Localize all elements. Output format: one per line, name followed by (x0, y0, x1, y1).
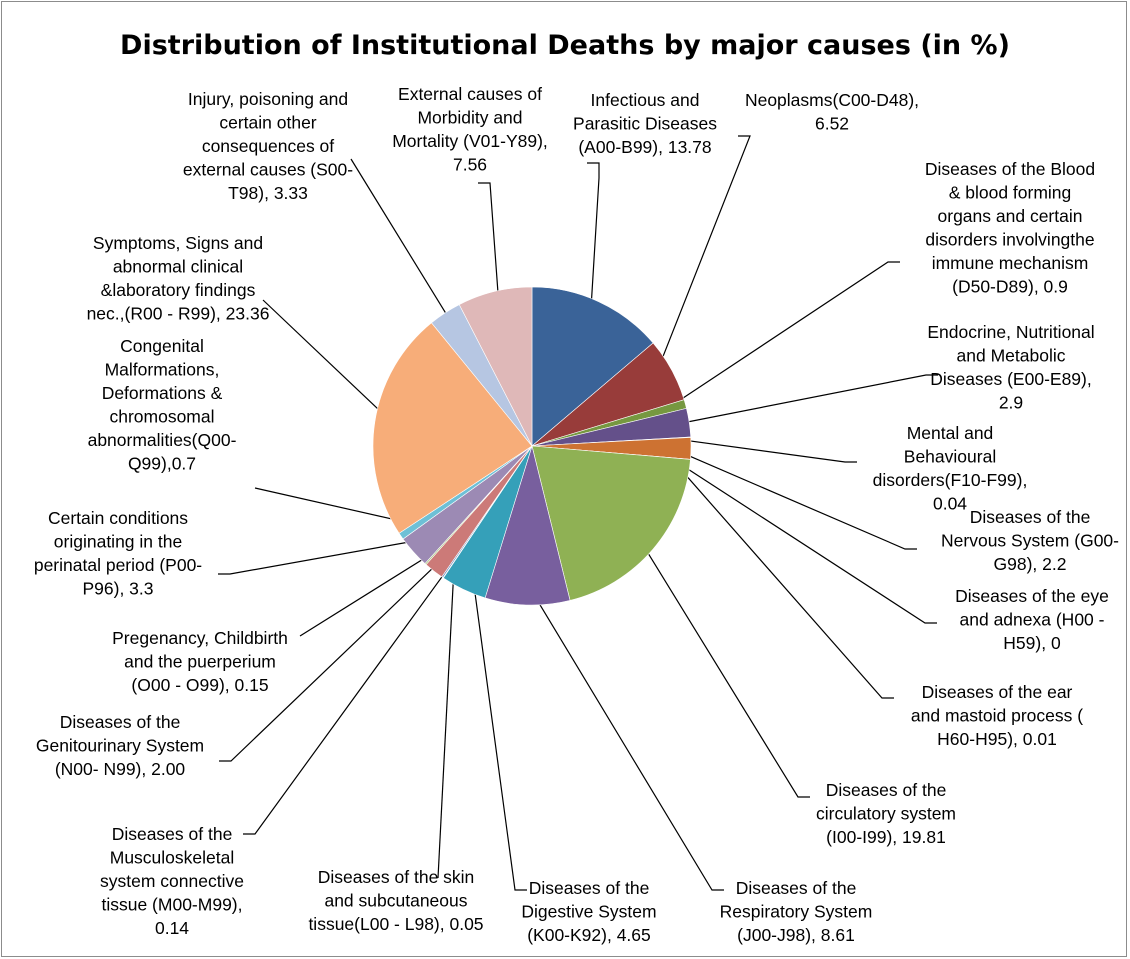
slice-label: Diseases of the skin and subcutaneous tiss… (308, 867, 483, 934)
slice-label: Diseases of the Respiratory System (J00-J9… (720, 878, 873, 945)
leader-line (670, 375, 939, 426)
slice-label: Injury, poisoning and certain other conseq… (183, 89, 353, 203)
leader-line (300, 549, 439, 636)
slice-label: Diseases of the Genitourinary System (N00-… (36, 712, 204, 779)
slice-label: Diseases of the eye and adnexa (H00 -H59)… (955, 586, 1109, 653)
slice-label: Diseases of the Musculoskeletal system con… (100, 824, 244, 938)
slice-label: Pregenancy, Childbirth and the puerperium… (112, 628, 288, 695)
slice-label: Certain conditions originating in the peri… (34, 508, 202, 599)
slice-label: Congenital Malformations, Deformations & ch… (88, 336, 237, 474)
leader-line (438, 561, 454, 878)
slice-label: Diseases of the Blood & blood forming orga… (925, 159, 1095, 297)
leader-line (472, 571, 527, 890)
slice-label: Diseases of the Nervous System (G00-G98),… (941, 507, 1119, 574)
slice-label: Endocrine, Nutritional and Metabolic Disea… (927, 322, 1094, 413)
leader-line (671, 448, 917, 549)
leader-line (671, 438, 857, 462)
slice-label: Diseases of the ear and mastoid process (… (911, 682, 1083, 749)
leader-line (638, 536, 810, 797)
leader-line (263, 300, 395, 425)
leader-line (243, 561, 454, 834)
slice-label: Diseases of the Digestive System (K00-K92)… (521, 878, 656, 945)
leader-line (218, 539, 428, 574)
slice-label: Infectious and Parasitic Diseases (A00-B99… (573, 90, 717, 157)
leader-line (587, 163, 599, 320)
leader-line (528, 585, 724, 890)
slice-label: Diseases of the circulatory system (I00-I9… (816, 780, 956, 847)
slice-label: External causes of Morbidity and Mortality… (392, 84, 548, 175)
slice-label: Neoplasms(C00-D48), 6.52 (745, 90, 919, 134)
leader-line (654, 136, 750, 379)
slice-label: Mental and Behavioural disorders(F10-F99),… (873, 423, 1028, 514)
leader-line (351, 159, 456, 330)
leader-line (671, 458, 895, 698)
slice-label: Symptoms, Signs and abnormal clinical &lab… (87, 233, 270, 324)
